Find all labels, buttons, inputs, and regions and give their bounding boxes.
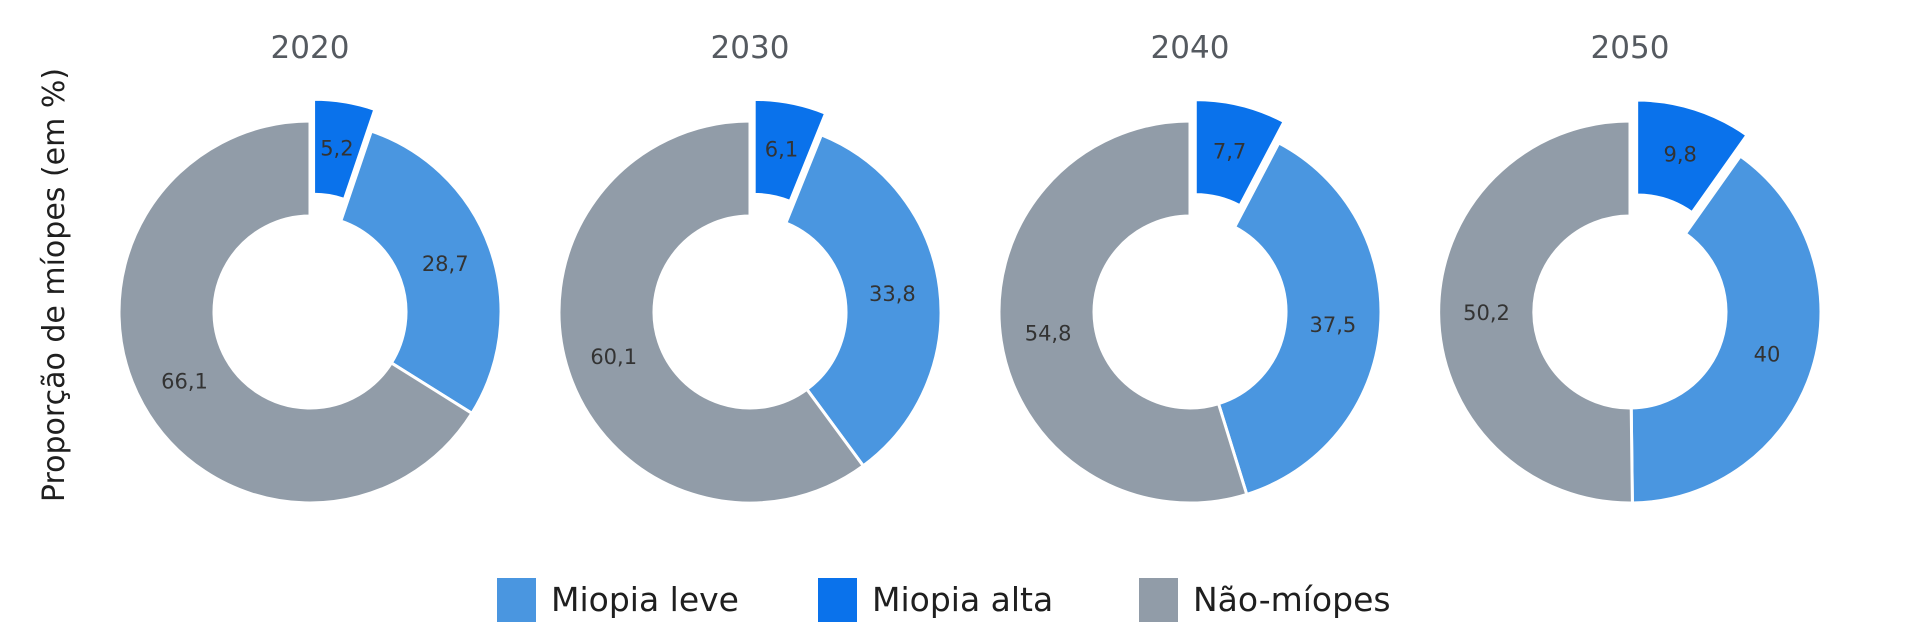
data-label-nao-miopes-2040: 54,8 xyxy=(1025,322,1072,346)
data-label-miopia-leve-2030: 33,8 xyxy=(869,282,916,306)
donut-title-2020: 2020 xyxy=(271,30,350,66)
donut-title-2040: 2040 xyxy=(1151,30,1230,66)
y-axis-label: Proporção de míopes (em %) xyxy=(37,68,72,502)
legend-item-miopia-alta: Miopia alta xyxy=(818,578,1053,622)
slice-miopia-leve-2040 xyxy=(1216,140,1383,497)
legend-swatch-miopia-alta xyxy=(818,578,857,622)
donut-title-2050: 2050 xyxy=(1591,30,1670,66)
slice-nao-miopes-2020 xyxy=(117,119,474,505)
data-label-miopia-alta-2040: 7,7 xyxy=(1213,139,1246,163)
donut-2040: 2040 7,7 37,5 54,8 xyxy=(997,30,1383,505)
legend-item-miopia-leve: Miopia leve xyxy=(497,578,739,622)
donut-2050: 2050 9,8 40 50,2 xyxy=(1437,30,1823,505)
slice-nao-miopes-2040 xyxy=(997,119,1249,505)
legend-swatch-nao-miopes xyxy=(1139,578,1178,622)
legend: Miopia leve Miopia alta Não-míopes xyxy=(497,578,1391,622)
data-label-miopia-alta-2050: 9,8 xyxy=(1663,142,1696,166)
slice-miopia-leve-2030 xyxy=(783,132,943,468)
data-label-nao-miopes-2030: 60,1 xyxy=(590,345,637,369)
slice-miopia-alta-2020 xyxy=(312,97,377,202)
data-label-miopia-leve-2040: 37,5 xyxy=(1310,313,1357,337)
legend-label-miopia-leve: Miopia leve xyxy=(551,580,739,619)
legend-label-nao-miopes: Não-míopes xyxy=(1193,580,1391,619)
slice-miopia-leve-2050 xyxy=(1629,153,1823,505)
slice-nao-miopes-2030 xyxy=(557,119,866,505)
data-label-miopia-alta-2030: 6,1 xyxy=(765,138,798,162)
donut-group: 2020 5,2 28,7 66,1 2030 6,1 33,8 60,1 2040 7,7 37,… xyxy=(117,30,1823,505)
donut-title-2030: 2030 xyxy=(711,30,790,66)
legend-swatch-miopia-leve xyxy=(497,578,536,622)
data-label-miopia-leve-2050: 40 xyxy=(1754,343,1781,367)
donut-2020: 2020 5,2 28,7 66,1 xyxy=(117,30,503,505)
slice-miopia-leve-2020 xyxy=(338,129,503,416)
slice-nao-miopes-2050 xyxy=(1437,119,1634,505)
data-label-miopia-alta-2020: 5,2 xyxy=(320,137,353,161)
slice-miopia-alta-2030 xyxy=(752,97,828,204)
slice-miopia-alta-2050 xyxy=(1635,98,1750,215)
data-label-nao-miopes-2050: 50,2 xyxy=(1463,301,1510,325)
slice-miopia-alta-2040 xyxy=(1193,98,1287,208)
donut-2030: 2030 6,1 33,8 60,1 xyxy=(557,30,943,505)
legend-item-nao-miopes: Não-míopes xyxy=(1139,578,1391,622)
data-label-nao-miopes-2020: 66,1 xyxy=(161,370,208,394)
legend-label-miopia-alta: Miopia alta xyxy=(872,580,1053,619)
data-label-miopia-leve-2020: 28,7 xyxy=(422,252,469,276)
